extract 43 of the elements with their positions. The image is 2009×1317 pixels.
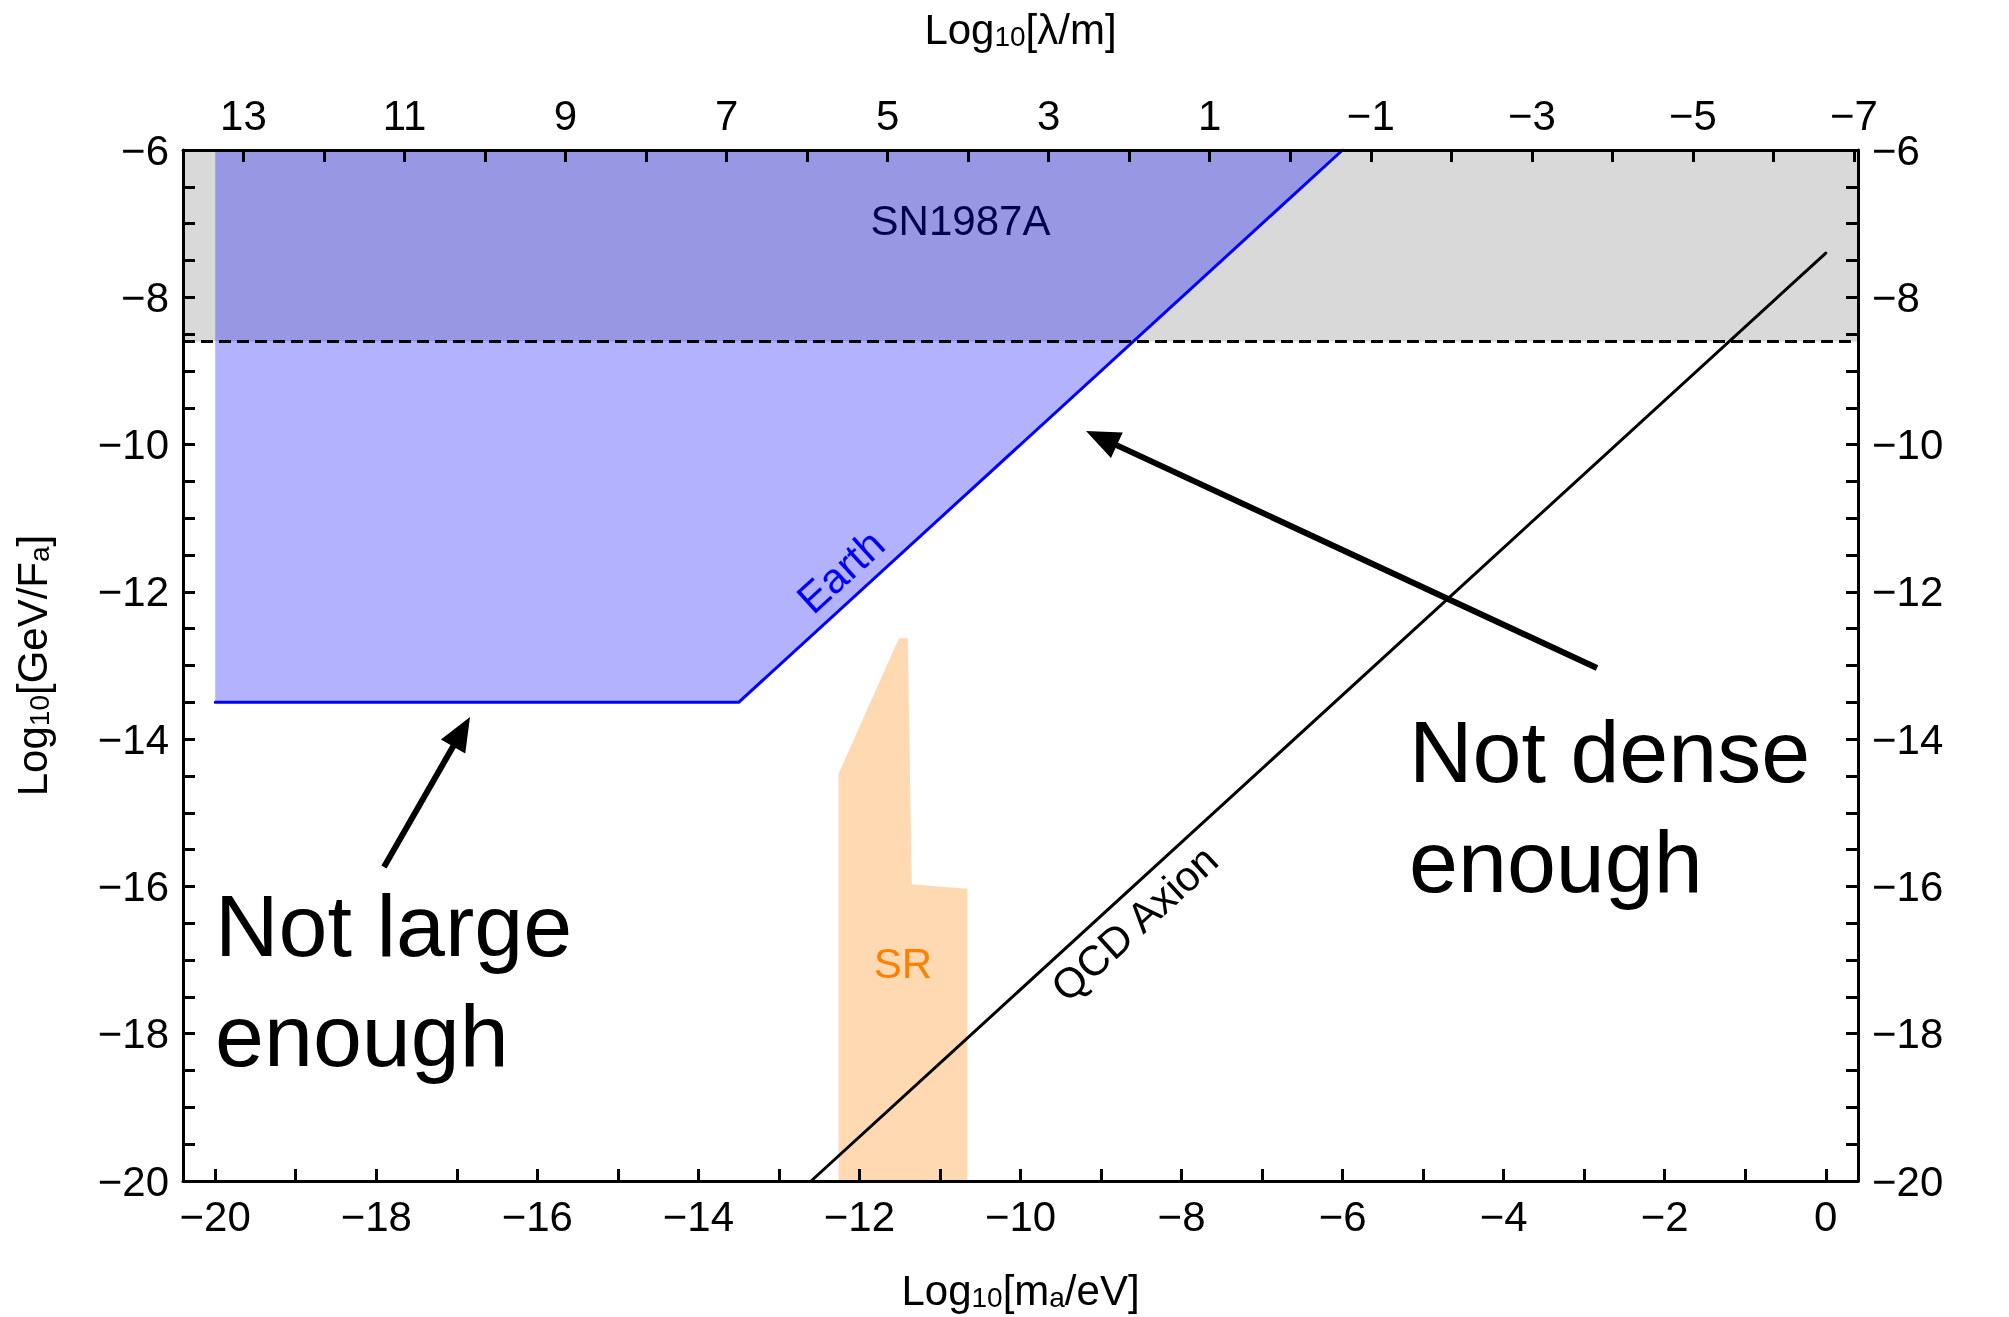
x2-tick-label: 9 <box>553 91 578 139</box>
x2-tick-label: 7 <box>714 91 739 139</box>
y-tick-label: −8 <box>121 273 169 321</box>
x-tick-label: −2 <box>1640 1192 1689 1240</box>
y2-tick-label: −20 <box>1872 1157 1944 1205</box>
band-label: SN1987A <box>870 197 1051 245</box>
y2-tick-label: −16 <box>1872 862 1944 910</box>
y-tick-label: −6 <box>121 126 169 174</box>
annotation: Not large enough <box>215 875 597 1085</box>
x-tick-label: −6 <box>1318 1192 1367 1240</box>
x-tick-label: −16 <box>501 1192 573 1240</box>
x2-tick-label: −5 <box>1668 91 1717 139</box>
y-axis-title: Log10[GeV/Fa] <box>8 534 56 797</box>
x-tick-label: −12 <box>823 1192 896 1240</box>
x-tick-label: −4 <box>1479 1192 1528 1240</box>
x2-tick-label: 5 <box>875 91 900 139</box>
y2-tick-label: −14 <box>1872 715 1944 763</box>
y2-tick-label: −12 <box>1872 568 1944 616</box>
y-tick-label: −12 <box>97 568 169 616</box>
x-tick-label: −14 <box>662 1192 735 1240</box>
x-axis-title: Log10[ma/eV] <box>901 1266 1140 1314</box>
annotation: Not dense enough <box>1409 701 1835 911</box>
y2-tick-label: −18 <box>1872 1010 1944 1058</box>
x2-tick-label: 1 <box>1198 91 1222 139</box>
x2-tick-label: 13 <box>220 91 267 139</box>
y-tick-label: −14 <box>97 715 169 763</box>
y2-tick-label: −10 <box>1872 421 1944 469</box>
x-tick-label: −8 <box>1157 1192 1206 1240</box>
y-tick-label: −18 <box>97 1010 169 1058</box>
x-tick-label: −20 <box>179 1192 251 1240</box>
series-label: SR <box>873 940 933 988</box>
x-tick-label: −10 <box>984 1192 1057 1240</box>
y-tick-label: −20 <box>97 1157 169 1205</box>
x-tick-label: −18 <box>340 1192 412 1240</box>
x-tick-label: 0 <box>1814 1192 1838 1240</box>
x2-tick-label: −1 <box>1346 91 1395 139</box>
x2-tick-label: −3 <box>1507 91 1556 139</box>
y2-tick-label: −8 <box>1872 273 1920 321</box>
x2-tick-label: 3 <box>1037 91 1061 139</box>
x2-tick-label: 11 <box>382 91 427 139</box>
y-tick-label: −10 <box>97 421 169 469</box>
y-tick-label: −16 <box>97 862 169 910</box>
x2-axis-title: Log10[λ/m] <box>924 5 1117 53</box>
